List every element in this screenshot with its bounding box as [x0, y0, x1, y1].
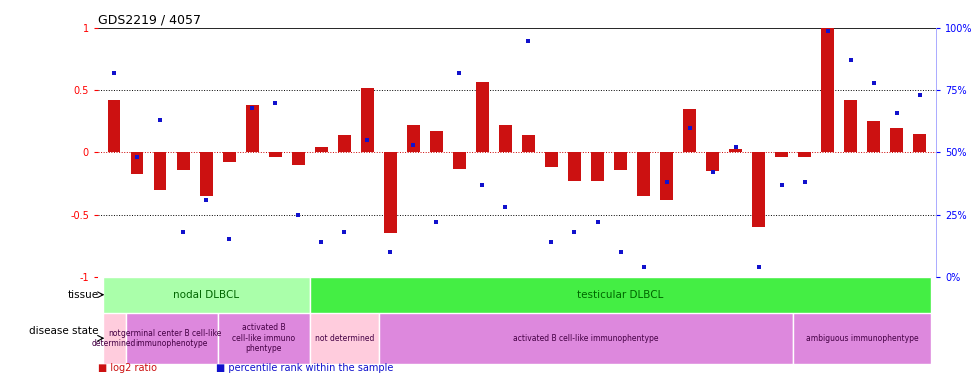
Point: [705, 170, 720, 176]
Bar: [683, 109, 696, 152]
Bar: [891, 128, 904, 152]
Bar: [430, 131, 443, 152]
Text: not
determined: not determined: [92, 328, 136, 348]
Point: [452, 70, 467, 76]
Point: [544, 239, 560, 245]
Point: [474, 182, 490, 188]
Text: GDS2219 / 4057: GDS2219 / 4057: [98, 14, 201, 27]
Point: [820, 28, 836, 34]
Point: [751, 264, 766, 270]
Bar: [591, 152, 604, 181]
Bar: [753, 152, 765, 227]
Bar: [103, 277, 310, 313]
Point: [268, 100, 283, 106]
Point: [314, 239, 329, 245]
Point: [382, 249, 398, 255]
Bar: [246, 105, 259, 152]
Point: [198, 196, 214, 202]
Text: disease state: disease state: [29, 326, 98, 336]
Bar: [707, 152, 719, 171]
Text: testicular DLBCL: testicular DLBCL: [577, 290, 663, 300]
Bar: [775, 152, 788, 157]
Bar: [108, 100, 121, 152]
Bar: [310, 313, 379, 364]
Text: nodal DLBCL: nodal DLBCL: [173, 290, 239, 300]
Point: [590, 219, 606, 225]
Bar: [799, 152, 811, 157]
Point: [912, 92, 928, 98]
Bar: [407, 125, 419, 152]
Text: activated B
cell-like immuno
phentype: activated B cell-like immuno phentype: [232, 323, 295, 353]
Point: [290, 211, 306, 217]
Point: [682, 124, 698, 130]
Bar: [568, 152, 581, 181]
Point: [406, 142, 421, 148]
Bar: [384, 152, 397, 233]
Bar: [793, 313, 931, 364]
Point: [566, 229, 582, 235]
Bar: [130, 152, 143, 174]
Bar: [476, 82, 489, 152]
Bar: [614, 152, 627, 170]
Text: tissue: tissue: [68, 290, 98, 300]
Bar: [154, 152, 167, 190]
Bar: [661, 152, 673, 200]
Point: [774, 182, 790, 188]
Point: [129, 154, 145, 160]
Bar: [338, 135, 351, 152]
Bar: [361, 88, 373, 152]
Bar: [845, 100, 858, 152]
Text: ■ percentile rank within the sample: ■ percentile rank within the sample: [216, 363, 393, 373]
Bar: [269, 152, 281, 157]
Text: activated B cell-like immunophentype: activated B cell-like immunophentype: [514, 334, 659, 343]
Point: [221, 237, 237, 243]
Point: [843, 57, 858, 63]
Point: [428, 219, 444, 225]
Point: [106, 70, 122, 76]
Point: [244, 105, 260, 111]
Point: [336, 229, 352, 235]
Point: [866, 80, 882, 86]
Text: germinal center B cell-like
immunophenotype: germinal center B cell-like immunophenot…: [122, 328, 221, 348]
Bar: [637, 152, 650, 196]
Point: [175, 229, 191, 235]
Bar: [218, 313, 310, 364]
Text: ■ log2 ratio: ■ log2 ratio: [98, 363, 157, 373]
Point: [659, 179, 674, 185]
Text: ambiguous immunophentype: ambiguous immunophentype: [806, 334, 918, 343]
Bar: [292, 152, 305, 165]
Point: [360, 137, 375, 143]
Bar: [729, 149, 742, 152]
Bar: [867, 122, 880, 152]
Bar: [310, 277, 931, 313]
Point: [152, 117, 168, 123]
Bar: [200, 152, 213, 196]
Point: [498, 204, 514, 210]
Bar: [499, 125, 512, 152]
Point: [797, 179, 812, 185]
Bar: [125, 313, 218, 364]
Point: [636, 264, 652, 270]
Bar: [103, 313, 125, 364]
Bar: [222, 152, 235, 162]
Bar: [453, 152, 466, 169]
Bar: [821, 28, 834, 152]
Bar: [545, 152, 558, 167]
Point: [520, 38, 536, 44]
Bar: [522, 135, 535, 152]
Bar: [913, 134, 926, 152]
Bar: [379, 313, 793, 364]
Bar: [315, 147, 327, 152]
Text: not determined: not determined: [315, 334, 374, 343]
Point: [889, 110, 905, 116]
Bar: [176, 152, 189, 170]
Point: [728, 144, 744, 150]
Point: [612, 249, 628, 255]
